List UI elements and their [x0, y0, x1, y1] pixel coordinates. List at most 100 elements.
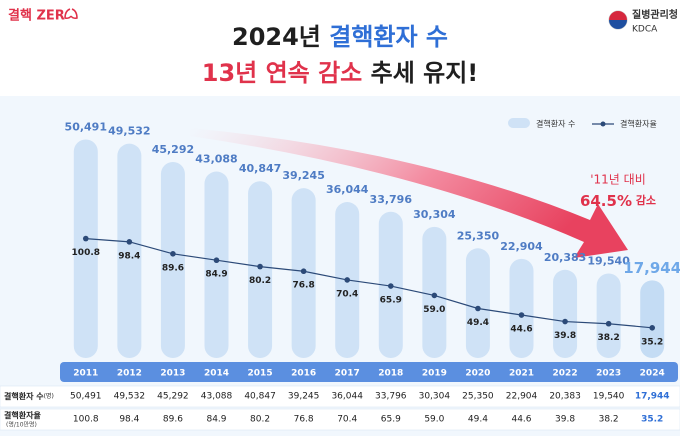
rate-line	[85, 237, 653, 329]
x-tick-label: 2011	[73, 369, 98, 379]
title-part: 결핵환자 수	[329, 23, 448, 51]
year-band	[60, 362, 678, 382]
legend-swatch	[508, 118, 530, 128]
x-tick-label: 2014	[204, 369, 229, 379]
bar	[553, 269, 578, 358]
annotation-text: 감소	[632, 193, 656, 207]
legend-swatch	[600, 121, 606, 127]
table-cell: 25,350	[462, 392, 494, 402]
logo-text: 결핵 ZER	[8, 8, 65, 24]
x-tick-label: 2012	[117, 369, 142, 379]
rate-value-label: 100.8	[72, 248, 100, 258]
table-cell: 80.2	[250, 415, 270, 425]
annotation: 64.5% 감소	[580, 192, 656, 210]
rate-point	[170, 251, 176, 257]
rate-value-label: 49.4	[467, 318, 489, 328]
x-tick-label: 2015	[248, 369, 273, 379]
title-part: 추세 유지!	[362, 59, 478, 87]
row-label-main: 결핵환자율	[4, 410, 41, 420]
bar-value-label: 33,796	[370, 193, 413, 206]
bar	[117, 143, 142, 358]
table-cell: 22,904	[506, 392, 538, 402]
x-tick-label: 2017	[335, 369, 360, 379]
bar-value-label: 19,540	[587, 254, 630, 267]
table-cell: 39.8	[555, 415, 575, 425]
table-cell: 17,944	[635, 392, 670, 402]
rate-value-label: 89.6	[162, 263, 184, 273]
legend-label: 결핵환자율	[620, 119, 657, 129]
rate-point	[82, 235, 89, 242]
table-cell: 84.9	[206, 415, 226, 425]
x-tick-label: 2020	[465, 369, 490, 379]
bar-value-label: 50,491	[65, 121, 107, 134]
x-tick-label: 2024	[640, 369, 665, 379]
table-cell: 39,245	[288, 392, 320, 402]
table-cell: 50,491	[70, 392, 102, 402]
table-cell: 89.6	[163, 415, 183, 425]
org-name-en: KDCA	[632, 25, 658, 35]
rate-value-label: 59.0	[423, 305, 445, 315]
table-cell: 35.2	[641, 415, 663, 425]
rate-point	[605, 320, 612, 327]
table-cell: 59.0	[424, 415, 444, 425]
bar-value-label: 20,383	[544, 251, 586, 264]
table-cell: 20,383	[549, 392, 581, 402]
row-label-main: 결핵환자 수	[4, 391, 44, 401]
rate-point	[431, 292, 438, 299]
rate-point	[387, 283, 394, 289]
annotation: '11년 대비	[590, 173, 646, 187]
table-cell: 44.6	[511, 415, 531, 425]
row-label-unit: (명/10만명)	[6, 421, 37, 429]
rate-value-label: 84.9	[205, 270, 227, 280]
x-tick-label: 2023	[596, 369, 621, 379]
bar	[204, 171, 229, 358]
table-cell: 49,532	[114, 392, 146, 402]
x-tick-label: 2013	[160, 369, 185, 379]
title-line: 13년 연속 감소 추세 유지!	[202, 59, 479, 87]
table-cell: 100.8	[73, 415, 99, 425]
bar	[422, 226, 447, 358]
rate-point	[344, 277, 351, 283]
table-cell: 36,044	[331, 392, 363, 402]
table-cell: 38.2	[599, 415, 619, 425]
table-cell: 19,540	[593, 392, 625, 402]
table-cell: 76.8	[294, 415, 314, 425]
rate-point	[649, 325, 656, 331]
row-label-unit: (명)	[44, 392, 54, 400]
title-part: 2024년	[232, 23, 329, 51]
table-cell: 70.4	[337, 415, 357, 425]
org-name: 질병관리청	[632, 8, 678, 21]
rate-point	[213, 257, 220, 264]
title-line: 2024년 결핵환자 수	[232, 23, 448, 51]
bar-value-label: 17,944	[623, 259, 680, 277]
x-tick-label: 2018	[378, 369, 403, 379]
rate-value-label: 38.2	[598, 333, 620, 343]
bar-value-label: 25,350	[457, 229, 500, 242]
bar-value-label: 45,292	[152, 143, 194, 156]
table-cell: 30,304	[419, 392, 451, 402]
logo-icon	[64, 8, 78, 19]
title-part: 13년 연속 감소	[202, 59, 363, 87]
rate-value-label: 76.8	[293, 281, 315, 291]
org-emblem-bottom	[609, 20, 627, 29]
rate-value-label: 70.4	[336, 289, 358, 299]
bar-value-label: 39,245	[282, 169, 324, 182]
table-row	[0, 385, 680, 408]
table-cell: 49.4	[468, 415, 488, 425]
table-cell: 43,088	[201, 392, 233, 402]
org-emblem-top	[609, 11, 627, 20]
bar	[509, 258, 534, 358]
rate-value-label: 39.8	[554, 331, 576, 341]
rate-point	[300, 268, 307, 275]
rate-point	[126, 239, 133, 245]
bar-value-label: 36,044	[326, 183, 369, 196]
x-tick-label: 2021	[509, 369, 534, 379]
table-cell: 40,847	[244, 392, 276, 402]
bar	[596, 273, 621, 358]
bar	[640, 280, 665, 358]
row-label: 결핵환자율	[4, 410, 41, 420]
x-tick-label: 2022	[553, 369, 578, 379]
table-cell: 33,796	[375, 392, 407, 402]
table-cell: 98.4	[119, 415, 139, 425]
